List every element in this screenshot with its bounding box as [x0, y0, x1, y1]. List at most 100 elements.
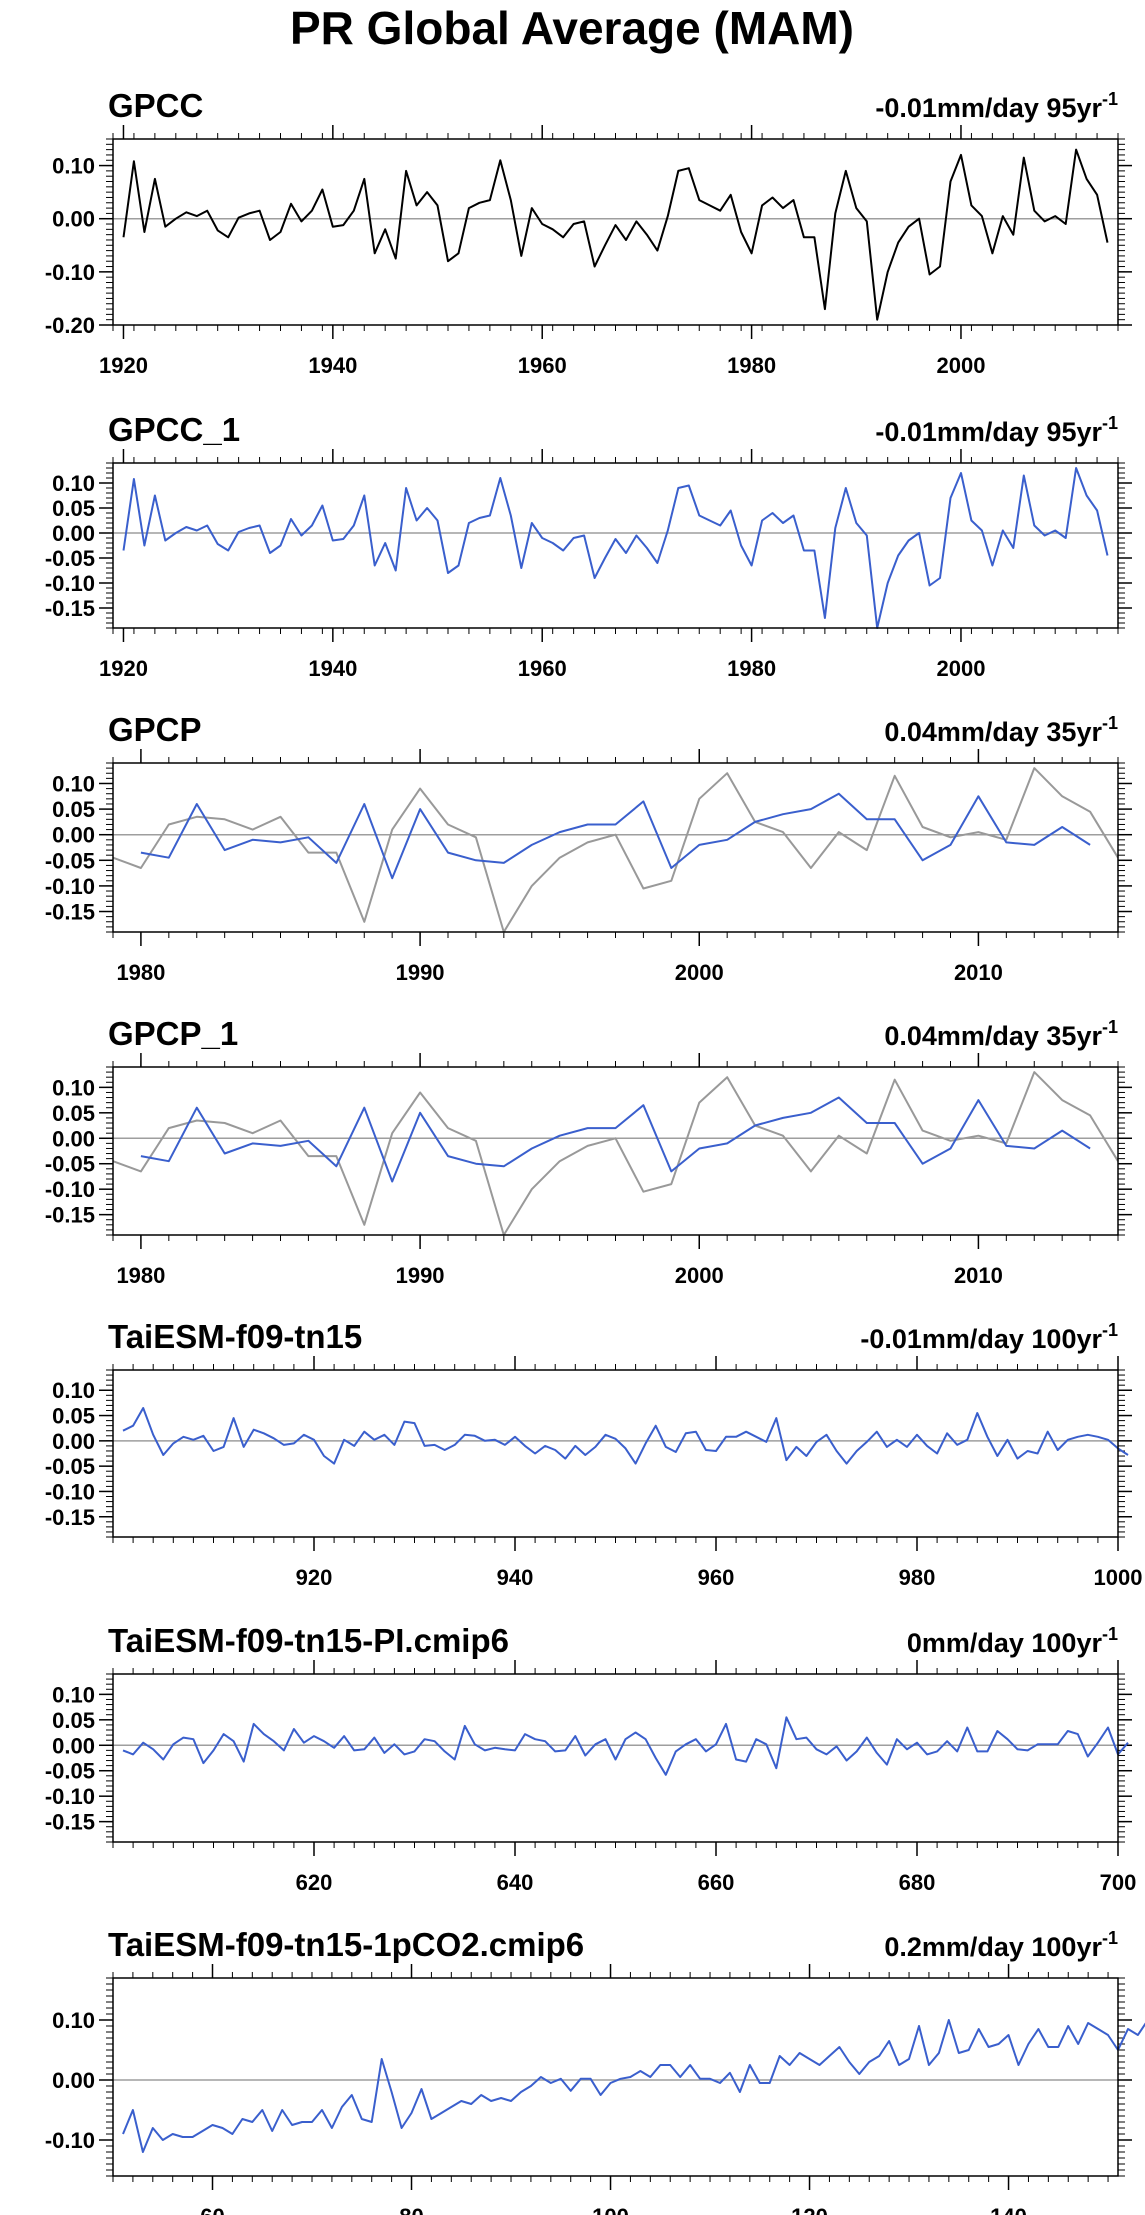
panel-7: TaiESM-f09-tn15-1pCO2.cmip6 0.2mm/day 100…	[45, 1926, 1145, 2215]
y-tick-label: 0.00	[52, 207, 95, 232]
trend-label: 0mm/day 100yr-1	[907, 1624, 1118, 1658]
trend-exponent: -1	[1102, 1320, 1118, 1340]
x-tick-label: 1000	[1094, 1565, 1143, 1590]
trend-value: 0mm/day 100yr	[907, 1628, 1103, 1658]
x-tick-label: 140	[990, 2204, 1027, 2215]
panel-2: GPCC_1 -0.01mm/day 95yr-1 1920 1940 1960 1980…	[45, 411, 1132, 681]
y-tick-label: 0.10	[52, 1075, 95, 1100]
y-tick-label: -0.10	[45, 260, 95, 285]
series-line-1	[122, 467, 1109, 629]
plot-frame	[112, 462, 1119, 629]
y-tick-label: -0.10	[45, 571, 95, 596]
plot-frame	[112, 1673, 1119, 1843]
x-tick-label: 2010	[954, 1263, 1003, 1288]
y-tick-label: 0.05	[52, 797, 95, 822]
trend-value: -0.01mm/day 95yr	[875, 93, 1102, 123]
x-tick-label: 1980	[727, 353, 776, 378]
x-tick-label: 620	[296, 1870, 333, 1895]
x-tick-label: 1960	[518, 656, 567, 681]
x-tick-label: 1990	[396, 960, 445, 985]
x-tick-label: 100	[592, 2204, 629, 2215]
x-tick-label: 120	[791, 2204, 828, 2215]
trend-label: -0.01mm/day 95yr-1	[875, 89, 1118, 123]
trend-exponent: -1	[1102, 1017, 1118, 1037]
x-tick-label: 80	[399, 2204, 423, 2215]
x-tick-label: 1960	[518, 353, 567, 378]
y-tick-label: -0.20	[45, 313, 95, 338]
y-tick-label: -0.05	[45, 848, 95, 873]
panel-6: TaiESM-f09-tn15-PI.cmip6 0mm/day 100yr-1 6…	[45, 1622, 1137, 1895]
panel-title: TaiESM-f09-tn15-PI.cmip6	[108, 1622, 509, 1659]
trend-label: 0.04mm/day 35yr-1	[884, 1017, 1118, 1051]
y-tick-label: 0.10	[52, 771, 95, 796]
x-tick-label: 2000	[675, 960, 724, 985]
x-tick-label: 2000	[936, 353, 985, 378]
trend-value: -0.01mm/day 100yr	[860, 1324, 1102, 1354]
y-tick-label: -0.15	[45, 596, 95, 621]
panel-5: TaiESM-f09-tn15 -0.01mm/day 100yr-1 920 940…	[45, 1318, 1143, 1590]
trend-label: 0.2mm/day 100yr-1	[884, 1928, 1118, 1962]
trend-label: -0.01mm/day 95yr-1	[875, 413, 1118, 447]
y-tick-label: 0.05	[52, 1404, 95, 1429]
panel-1: GPCC -0.01mm/day 95yr-1 1920 1940 1960 1980 20…	[45, 87, 1132, 378]
x-tick-label: 1980	[727, 656, 776, 681]
y-tick-label: 0.10	[52, 154, 95, 179]
x-tick-label: 640	[497, 1870, 534, 1895]
plot-frame	[112, 1066, 1119, 1236]
figure-title: PR Global Average (MAM)	[290, 2, 854, 54]
trend-exponent: -1	[1102, 1928, 1118, 1948]
x-tick-label: 660	[698, 1870, 735, 1895]
series-line-1	[112, 767, 1119, 933]
trend-exponent: -1	[1102, 413, 1118, 433]
trend-label: 0.04mm/day 35yr-1	[884, 713, 1118, 747]
y-tick-label: 0.00	[52, 1429, 95, 1454]
y-tick-label: -0.05	[45, 1152, 95, 1177]
y-tick-label: -0.10	[45, 1479, 95, 1504]
y-tick-label: 0.05	[52, 1708, 95, 1733]
y-tick-label: 0.00	[52, 1733, 95, 1758]
series-line-2	[140, 1096, 1091, 1183]
x-tick-label: 1980	[116, 960, 165, 985]
y-tick-label: -0.15	[45, 1810, 95, 1835]
plot-frame	[112, 138, 1119, 326]
x-tick-label: 980	[899, 1565, 936, 1590]
x-tick-label: 1940	[308, 656, 357, 681]
panel-title: GPCC_1	[108, 411, 240, 448]
x-tick-label: 960	[698, 1565, 735, 1590]
trend-value: 0.04mm/day 35yr	[884, 1021, 1102, 1051]
y-tick-label: -0.15	[45, 1505, 95, 1530]
y-tick-label: 0.00	[52, 1126, 95, 1151]
trend-label: -0.01mm/day 100yr-1	[860, 1320, 1118, 1354]
y-tick-label: -0.10	[45, 2128, 95, 2153]
x-tick-label: 1980	[116, 1263, 165, 1288]
plot-frame	[112, 762, 1119, 933]
y-tick-label: -0.05	[45, 1454, 95, 1479]
y-tick-label: 0.10	[52, 2008, 95, 2033]
trend-value: 0.04mm/day 35yr	[884, 717, 1102, 747]
x-tick-label: 1990	[396, 1263, 445, 1288]
x-tick-label: 2010	[954, 960, 1003, 985]
panel-4: GPCP_1 0.04mm/day 35yr-1 1980 1990 2000 2010 0…	[45, 1015, 1132, 1288]
y-tick-label: -0.15	[45, 900, 95, 925]
x-tick-label: 1920	[99, 656, 148, 681]
trend-exponent: -1	[1102, 89, 1118, 109]
y-tick-label: -0.05	[45, 1759, 95, 1784]
x-tick-label: 60	[200, 2204, 224, 2215]
y-tick-label: 0.05	[52, 1101, 95, 1126]
y-tick-label: 0.10	[52, 1378, 95, 1403]
x-tick-label: 940	[497, 1565, 534, 1590]
plot-frame	[112, 1369, 1119, 1538]
trend-value: 0.2mm/day 100yr	[884, 1932, 1102, 1962]
panel-title: GPCC	[108, 87, 203, 124]
series-line-1	[122, 2019, 1145, 2153]
trend-exponent: -1	[1102, 713, 1118, 733]
x-tick-label: 1920	[99, 353, 148, 378]
trend-exponent: -1	[1102, 1624, 1118, 1644]
panel-3: GPCP 0.04mm/day 35yr-1 1980 1990 2000 2010 0.1…	[45, 711, 1132, 985]
x-tick-label: 680	[899, 1870, 936, 1895]
y-tick-label: 0.00	[52, 823, 95, 848]
y-tick-label: 0.10	[52, 1682, 95, 1707]
series-line-1	[122, 148, 1109, 321]
series-line-1	[112, 1071, 1119, 1236]
